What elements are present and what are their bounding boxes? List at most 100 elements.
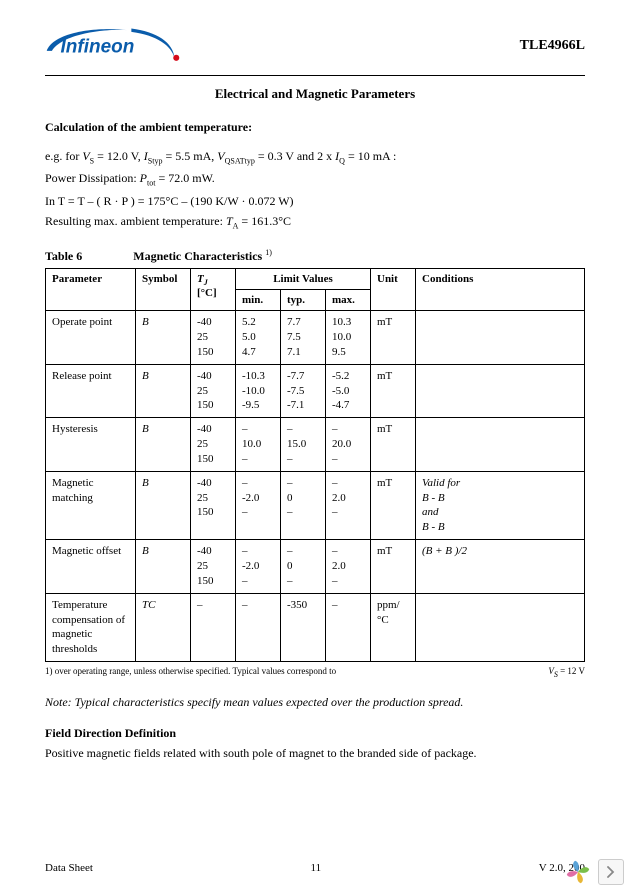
calc-l1-vq-sub: QSATtyp — [225, 156, 255, 165]
calc-l1-is-eq: = 5.5 mA, — [165, 149, 217, 163]
cell-parameter: Temperature compensation of magnetic thr… — [46, 593, 136, 661]
cell-conditions — [416, 418, 585, 472]
cell-conditions — [416, 311, 585, 365]
table-footnote: 1) over operating range, unless otherwis… — [45, 666, 585, 679]
header-divider — [45, 75, 585, 76]
cell-parameter: Release point — [46, 364, 136, 418]
field-def-title: Field Direction Definition — [45, 726, 585, 741]
th-symbol: Symbol — [136, 269, 191, 311]
calc-block: e.g. for VS = 12.0 V, IStyp = 5.5 mA, VQ… — [45, 147, 585, 232]
cell-tj: -40 25 150 — [191, 471, 236, 539]
th-typ: typ. — [281, 290, 326, 311]
footer-center: 11 — [311, 862, 322, 874]
cell-conditions — [416, 593, 585, 661]
calc-heading: Calculation of the ambient temperature: — [45, 120, 585, 135]
th-min: min. — [236, 290, 281, 311]
cell-symbol: TC — [136, 593, 191, 661]
footer-left: Data Sheet — [45, 862, 93, 874]
table-row: Operate pointB-40 25 1505.2 5.0 4.77.7 7… — [46, 311, 585, 365]
note: Note: Typical characteristics specify me… — [45, 695, 585, 710]
calc-l4-t: T — [226, 214, 233, 228]
pinwheel-icon — [564, 858, 592, 886]
cell-typ: – 15.0 – — [281, 418, 326, 472]
calc-l1-iq-sub: Q — [339, 156, 345, 165]
cell-min: – -2.0 – — [236, 540, 281, 594]
cell-parameter: Magnetic offset — [46, 540, 136, 594]
cell-max: -5.2 -5.0 -4.7 — [326, 364, 371, 418]
calc-l1-vs-sub: S — [90, 156, 94, 165]
calc-line-2: Power Dissipation: Ptot = 72.0 mW. — [45, 169, 585, 189]
cell-symbol: B — [136, 364, 191, 418]
calc-l2-p-sub: tot — [147, 179, 155, 188]
cell-typ: -350 — [281, 593, 326, 661]
cell-max: – — [326, 593, 371, 661]
cell-parameter: Hysteresis — [46, 418, 136, 472]
spec-table: Parameter Symbol TJ [°C] Limit Values Un… — [45, 268, 585, 662]
cell-symbol: B — [136, 311, 191, 365]
spec-table-wrap: Parameter Symbol TJ [°C] Limit Values Un… — [45, 268, 585, 662]
th-limit: Limit Values — [236, 269, 371, 290]
calc-l4-eq: = 161.3°C — [241, 214, 291, 228]
calc-l2-p-eq: = 72.0 mW. — [158, 171, 214, 185]
cell-min: 5.2 5.0 4.7 — [236, 311, 281, 365]
th-max: max. — [326, 290, 371, 311]
cell-typ: 7.7 7.5 7.1 — [281, 311, 326, 365]
cell-tj: -40 25 150 — [191, 418, 236, 472]
field-def-body: Positive magnetic fields related with so… — [45, 745, 585, 762]
section-title: Electrical and Magnetic Parameters — [45, 86, 585, 102]
cell-unit: ppm/°C — [371, 593, 416, 661]
part-number: TLE4966L — [520, 38, 585, 54]
table-row: HysteresisB-40 25 150– 10.0 –– 15.0 –– 2… — [46, 418, 585, 472]
table-row: Magnetic offsetB-40 25 150– -2.0 –– 0 ––… — [46, 540, 585, 594]
cell-max: 10.3 10.0 9.5 — [326, 311, 371, 365]
cell-tj: -40 25 150 — [191, 311, 236, 365]
footnote-right: VS = 12 V — [548, 666, 585, 679]
cell-max: – 2.0 – — [326, 540, 371, 594]
cell-typ: – 0 – — [281, 471, 326, 539]
cell-conditions — [416, 364, 585, 418]
page-header: Infineon TLE4966L — [45, 25, 585, 67]
spec-tbody: Operate pointB-40 25 1505.2 5.0 4.77.7 7… — [46, 311, 585, 662]
cell-symbol: B — [136, 540, 191, 594]
cell-typ: – 0 – — [281, 540, 326, 594]
calc-l4-t-sub: A — [233, 221, 239, 230]
cell-tj: – — [191, 593, 236, 661]
th-conditions: Conditions — [416, 269, 585, 311]
cell-unit: mT — [371, 471, 416, 539]
cell-min: – 10.0 – — [236, 418, 281, 472]
table-number: Table 6 — [45, 249, 82, 263]
calc-l2-pre: Power Dissipation: — [45, 171, 140, 185]
calc-line-4: Resulting max. ambient temperature: TA =… — [45, 212, 585, 232]
table-name: Magnetic Characteristics — [133, 249, 262, 263]
cell-symbol: B — [136, 418, 191, 472]
table-row: Temperature compensation of magnetic thr… — [46, 593, 585, 661]
table-row: Magnetic matchingB-40 25 150– -2.0 –– 0 … — [46, 471, 585, 539]
th-tj: TJ [°C] — [191, 269, 236, 311]
calc-l1-vs: V — [82, 149, 89, 163]
spec-thead: Parameter Symbol TJ [°C] Limit Values Un… — [46, 269, 585, 311]
infineon-logo-svg: Infineon — [45, 25, 183, 63]
cell-max: – 2.0 – — [326, 471, 371, 539]
page-footer: Data Sheet 11 V 2.0, 200 — [45, 862, 585, 874]
calc-l1-vq: V — [217, 149, 224, 163]
calc-l1-vs-eq: = 12.0 V, — [97, 149, 144, 163]
table-title: Table 6 Magnetic Characteristics 1) — [45, 248, 585, 264]
brand-logo: Infineon — [45, 25, 183, 67]
cell-typ: -7.7 -7.5 -7.1 — [281, 364, 326, 418]
footnote-left: 1) over operating range, unless otherwis… — [45, 666, 336, 679]
cell-unit: mT — [371, 540, 416, 594]
calc-l1-is-sub: Styp — [148, 156, 163, 165]
table-header-row-1: Parameter Symbol TJ [°C] Limit Values Un… — [46, 269, 585, 290]
calc-line-1: e.g. for VS = 12.0 V, IStyp = 5.5 mA, VQ… — [45, 147, 585, 167]
cell-parameter: Magnetic matching — [46, 471, 136, 539]
cell-conditions: Valid for B - B and B - B — [416, 471, 585, 539]
cell-conditions: (B + B )/2 — [416, 540, 585, 594]
cell-unit: mT — [371, 311, 416, 365]
cell-unit: mT — [371, 418, 416, 472]
calc-l4-pre: Resulting max. ambient temperature: — [45, 214, 226, 228]
table-name-sup: 1) — [265, 248, 272, 257]
calc-line-3: In T = T – ( R · P ) = 175°C – (190 K/W … — [45, 192, 585, 210]
next-page-button[interactable] — [598, 859, 624, 885]
cell-min: – -2.0 – — [236, 471, 281, 539]
calc-l1-iq-eq: = 10 mA : — [348, 149, 396, 163]
